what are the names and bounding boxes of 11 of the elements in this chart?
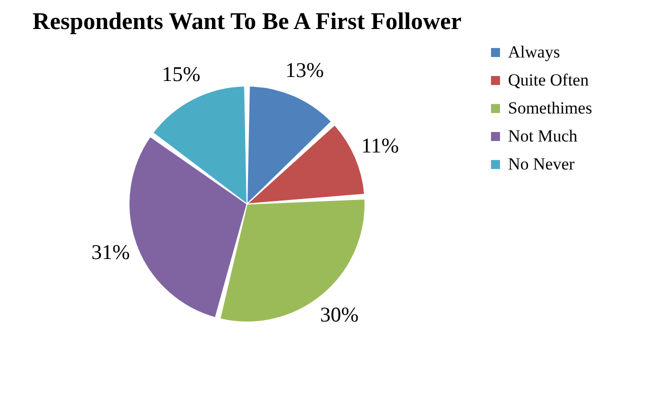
chart-title: Respondents Want To Be A First Follower	[32, 9, 462, 35]
legend-label: Always	[508, 42, 560, 62]
data-label: 15%	[162, 62, 200, 86]
data-label: 31%	[91, 240, 130, 264]
legend-label: No Never	[508, 154, 575, 174]
data-label: 11%	[361, 133, 399, 158]
data-label: 13%	[285, 58, 324, 82]
legend-label: Not Much	[508, 126, 578, 146]
legend-label: Quite Often	[508, 70, 590, 90]
data-label: 30%	[320, 302, 359, 327]
legend-label: Somethimes	[508, 98, 592, 118]
